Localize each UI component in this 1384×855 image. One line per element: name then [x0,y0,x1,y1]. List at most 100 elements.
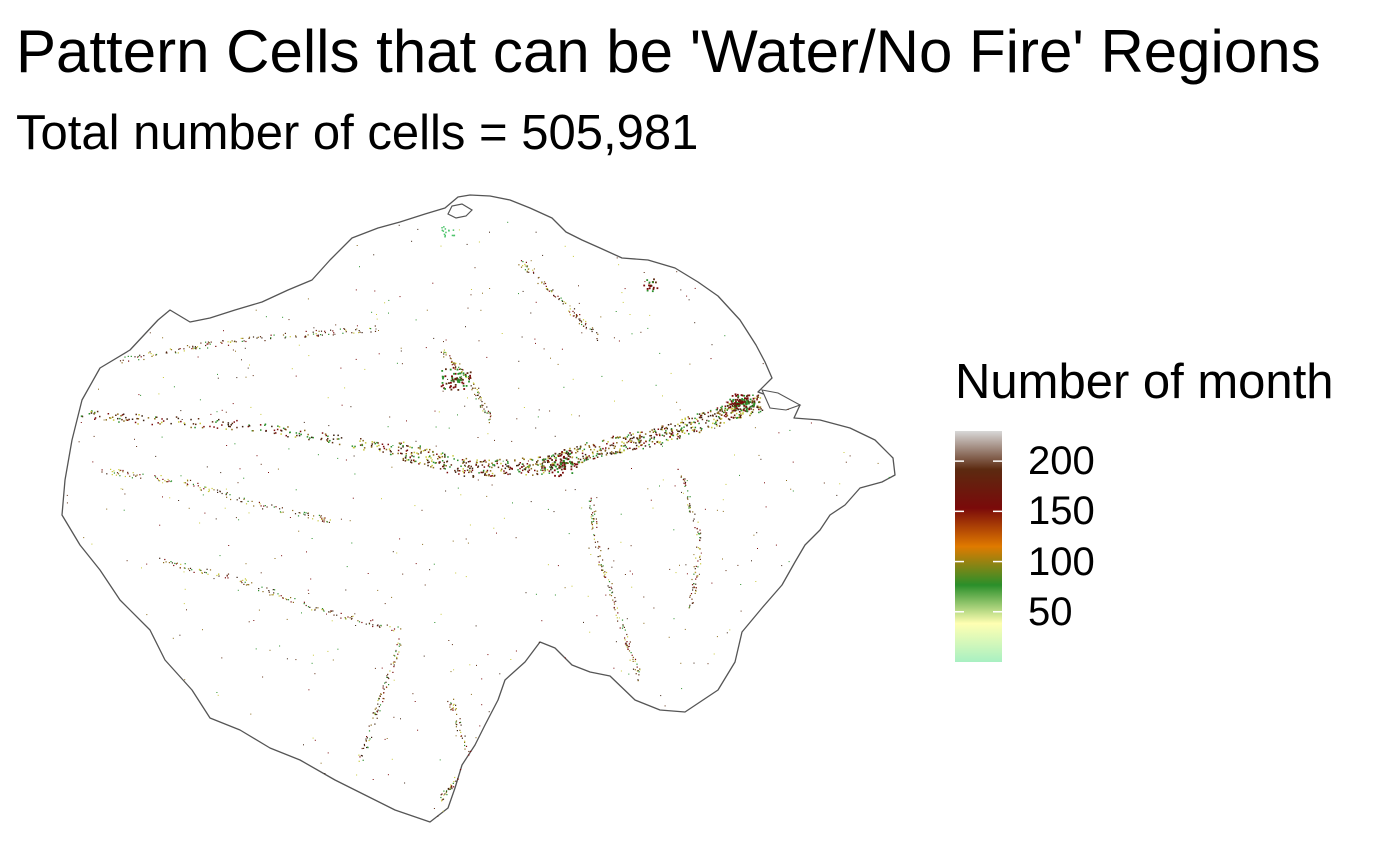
pattern-cell [394,655,396,657]
pattern-cell [164,558,166,561]
pattern-cell [253,505,255,507]
pattern-cell [295,432,298,434]
pattern-cell [420,450,422,453]
pattern-cell [648,287,651,290]
pattern-cell [111,474,113,476]
pattern-cell [332,610,334,612]
pattern-cell [557,565,559,567]
pattern-cell [191,348,193,350]
pattern-cell [529,465,531,467]
colorbar-gradient [955,431,1002,662]
pattern-cell [706,419,708,422]
pattern-cell [441,452,444,454]
pattern-cell [761,409,764,411]
pattern-cell [503,472,505,475]
pattern-cell [693,428,696,431]
pattern-cell [158,393,160,395]
pattern-cell [453,362,455,364]
pattern-cell [211,487,213,490]
pattern-cell [140,394,142,396]
pattern-cell [160,475,162,477]
pattern-cell [273,506,275,508]
pattern-cell [179,634,181,636]
pattern-cell [434,462,437,464]
pattern-cell [792,490,794,492]
pattern-cell [200,569,202,572]
pattern-cell [351,445,354,447]
pattern-cell [748,407,751,409]
pattern-cell [117,473,120,475]
pattern-cell [594,541,596,543]
pattern-cell [488,473,490,476]
pattern-cell [720,406,722,409]
pattern-cell [218,573,220,575]
pattern-cell [721,405,723,408]
pattern-cell [479,406,482,408]
pattern-cell [561,453,563,455]
pattern-cell [613,667,615,669]
pattern-cell [689,596,691,598]
pattern-cell [680,429,682,432]
pattern-cell [123,420,125,422]
pattern-cell [697,533,700,535]
pattern-cell [282,427,285,430]
pattern-cell [688,299,690,301]
pattern-cell [564,465,567,468]
pattern-cell [588,500,590,502]
pattern-cell [419,462,421,464]
pattern-cell [230,498,232,501]
pattern-cell [224,577,226,579]
pattern-cell [251,582,253,584]
pattern-cell [270,338,272,340]
pattern-cell [351,332,353,334]
pattern-cell [634,658,637,660]
pattern-cell [99,415,101,418]
pattern-cell [183,482,185,484]
pattern-cell [377,709,379,711]
pattern-cell [611,588,613,590]
pattern-cell [710,358,712,360]
pattern-cell [558,298,560,301]
pattern-cell [452,386,455,389]
pattern-cell [287,426,289,428]
pattern-cell [195,348,197,350]
pattern-cell [321,520,324,522]
pattern-cell [385,686,388,688]
pattern-cell [625,642,627,644]
pattern-cell [676,429,678,431]
pattern-cell [330,610,332,612]
pattern-cell [393,628,396,630]
pattern-cell [155,416,157,418]
pattern-cell [569,448,571,450]
pattern-cell [455,780,457,782]
pattern-cell [440,245,442,247]
pattern-cell [529,458,532,460]
pattern-cell [113,470,115,472]
pattern-cell [712,422,714,425]
pattern-cell [560,468,563,471]
pattern-cell [692,587,694,589]
pattern-cell [452,709,454,711]
pattern-cell [629,659,631,661]
pattern-cell [453,458,455,460]
pattern-cell [296,434,298,437]
pattern-cell [543,467,545,469]
pattern-cell [739,411,741,413]
pattern-cell [311,609,313,611]
pattern-cell [380,624,382,626]
pattern-cell [442,465,444,468]
pattern-cell [618,264,620,266]
pattern-cell [439,461,441,464]
pattern-cell [569,314,571,316]
pattern-cell [318,514,320,516]
pattern-cell [762,363,764,365]
pattern-cell [226,445,228,446]
pattern-cell [365,740,367,742]
pattern-cell [128,418,130,421]
pattern-cell [453,669,455,671]
pattern-cell [399,296,401,298]
pattern-cell [689,604,691,606]
pattern-cell [197,418,200,420]
pattern-cell [328,425,330,427]
pattern-cell [542,254,544,256]
